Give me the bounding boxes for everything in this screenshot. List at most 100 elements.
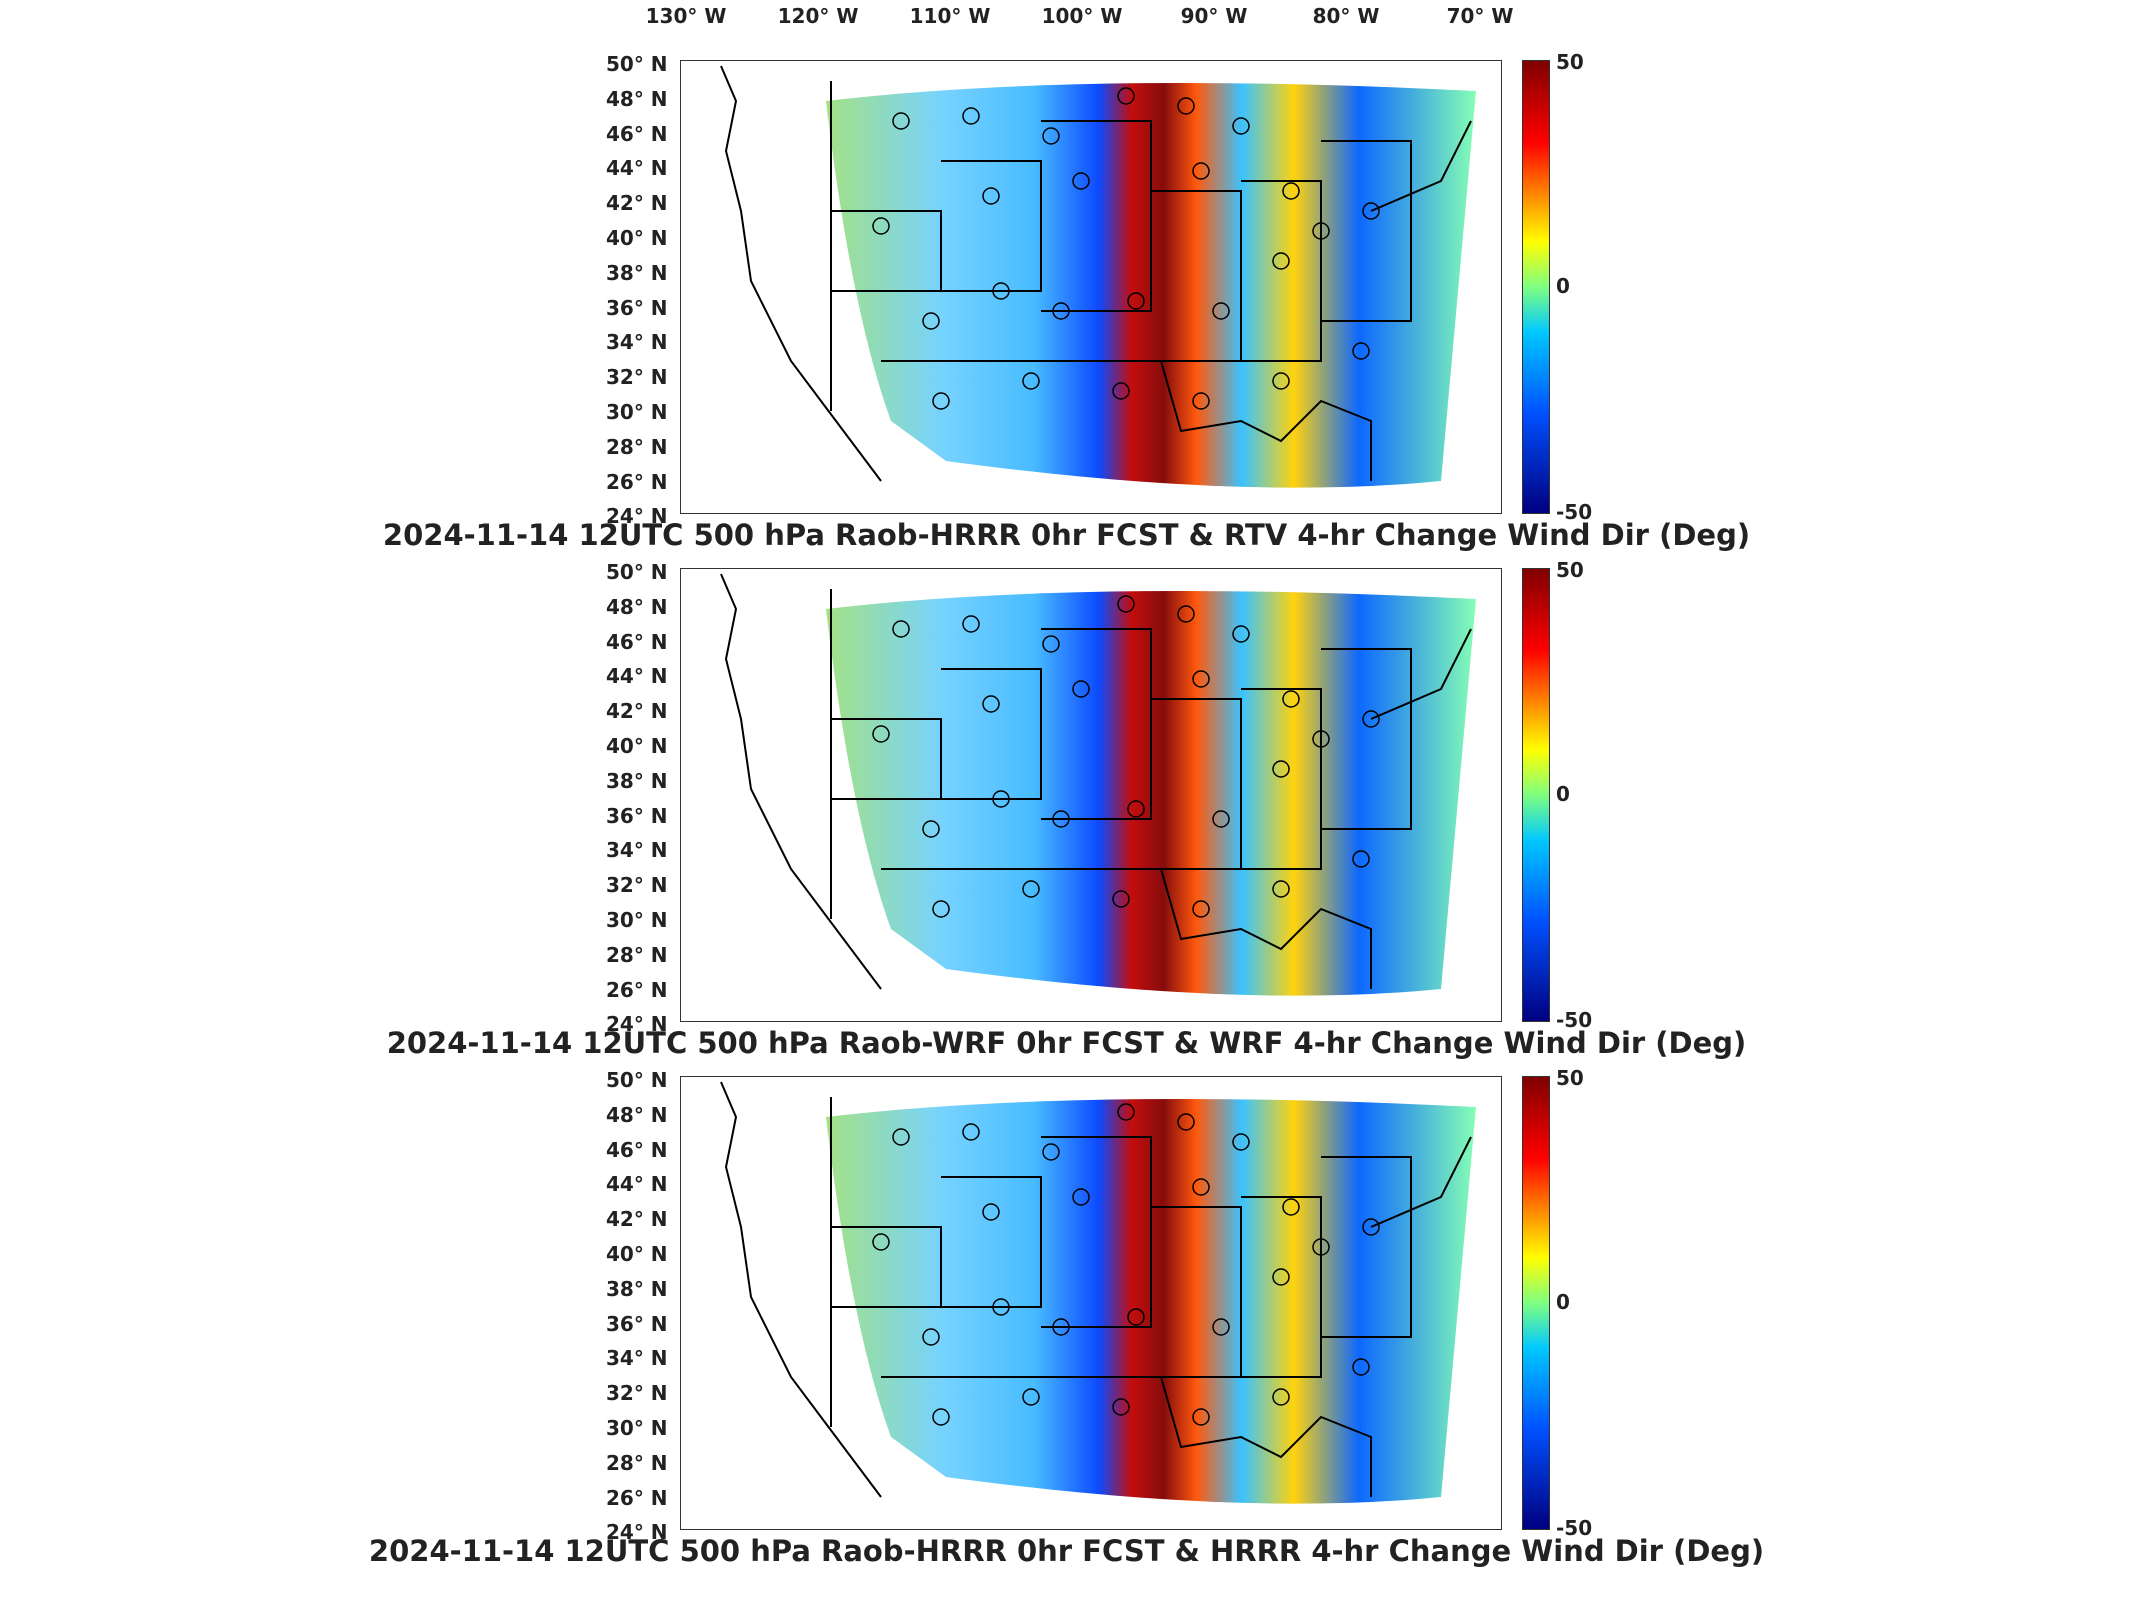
colorbar bbox=[1522, 60, 1550, 514]
raob-station-marker bbox=[892, 1128, 910, 1146]
raob-station-marker bbox=[1272, 1268, 1290, 1286]
lat-label: 50° N bbox=[606, 560, 668, 584]
raob-station-marker bbox=[1052, 1318, 1070, 1336]
raob-station-marker bbox=[962, 107, 980, 125]
raob-station-marker bbox=[1022, 880, 1040, 898]
raob-station-marker bbox=[1272, 760, 1290, 778]
raob-station-marker bbox=[1022, 372, 1040, 390]
raob-station-marker bbox=[1072, 1188, 1090, 1206]
lon-label: 130° W bbox=[645, 4, 727, 28]
lat-label: 28° N bbox=[606, 942, 668, 967]
raob-station-marker bbox=[1192, 162, 1210, 180]
raob-station-marker bbox=[982, 695, 1000, 713]
raob-station-marker bbox=[992, 282, 1010, 300]
raob-station-marker bbox=[1117, 87, 1135, 105]
lat-label: 44° N bbox=[606, 1172, 668, 1197]
raob-station-marker bbox=[1312, 1238, 1330, 1256]
raob-station-marker bbox=[1232, 117, 1250, 135]
lat-label: 38° N bbox=[606, 260, 668, 285]
lat-label: 24° N bbox=[606, 1012, 668, 1037]
raob-station-marker bbox=[1042, 127, 1060, 145]
lat-label: 32° N bbox=[606, 1381, 668, 1406]
raob-station-marker bbox=[1272, 372, 1290, 390]
raob-station-marker bbox=[932, 1408, 950, 1426]
lat-label: 46° N bbox=[606, 1137, 668, 1162]
raob-station-marker bbox=[1112, 382, 1130, 400]
raob-station-marker bbox=[922, 1328, 940, 1346]
raob-station-marker bbox=[962, 1123, 980, 1141]
raob-station-marker bbox=[1282, 182, 1300, 200]
colorbar-label-min: -50 bbox=[1556, 1008, 1593, 1032]
lat-label: 40° N bbox=[606, 1242, 668, 1266]
lat-label: 32° N bbox=[606, 873, 668, 898]
map-field bbox=[720, 573, 1476, 996]
lon-label: 80° W bbox=[1312, 4, 1380, 28]
raob-station-marker bbox=[1212, 1318, 1230, 1336]
boundary-line bbox=[1041, 120, 1152, 312]
map-panel: 50° N 48° N 46° N 44° N 42° N 40° N 38° N 36° N… bbox=[0, 50, 2133, 540]
colorbar-label-mid: 0 bbox=[1556, 782, 1570, 806]
lon-label: 120° W bbox=[777, 4, 859, 28]
boundary-line bbox=[831, 718, 942, 800]
raob-station-marker bbox=[1192, 1178, 1210, 1196]
raob-station-marker bbox=[1127, 800, 1145, 818]
boundary-line bbox=[1321, 1156, 1412, 1338]
lat-label: 24° N bbox=[606, 1520, 668, 1545]
raob-station-marker bbox=[1352, 342, 1370, 360]
raob-station-marker bbox=[982, 187, 1000, 205]
panel-title: 2024-11-14 12UTC 500 hPa Raob-HRRR 0hr F… bbox=[368, 1534, 1765, 1568]
boundary-line bbox=[831, 210, 942, 292]
lat-label: 30° N bbox=[606, 1416, 668, 1440]
raob-station-marker bbox=[1352, 1358, 1370, 1376]
raob-station-marker bbox=[992, 1298, 1010, 1316]
panel-title: 2024-11-14 12UTC 500 hPa Raob-WRF 0hr FC… bbox=[386, 1026, 1747, 1060]
raob-station-marker bbox=[872, 1233, 890, 1251]
lat-label: 38° N bbox=[606, 1276, 668, 1301]
raob-station-marker bbox=[1352, 850, 1370, 868]
raob-station-marker bbox=[1192, 1408, 1210, 1426]
boundary-line bbox=[1151, 190, 1242, 362]
raob-station-marker bbox=[1127, 1308, 1145, 1326]
boundary-line bbox=[1241, 180, 1322, 362]
lat-label: 42° N bbox=[606, 699, 668, 724]
colorbar-label-min: -50 bbox=[1556, 500, 1593, 524]
boundary-line bbox=[941, 1176, 1042, 1308]
lat-label: 46° N bbox=[606, 121, 668, 146]
map-frame bbox=[680, 60, 1502, 514]
lat-label: 28° N bbox=[606, 434, 668, 459]
boundary-line bbox=[1151, 1206, 1242, 1378]
boundary-line bbox=[941, 160, 1042, 292]
colorbar bbox=[1522, 568, 1550, 1022]
panel-title: 2024-11-14 12UTC 500 hPa Raob-HRRR 0hr F… bbox=[382, 518, 1751, 552]
raob-station-marker bbox=[1072, 680, 1090, 698]
boundary-line bbox=[881, 360, 1372, 481]
lat-label: 24° N bbox=[606, 504, 668, 529]
lat-label: 26° N bbox=[606, 1485, 668, 1510]
boundary-line bbox=[720, 1081, 882, 1498]
colorbar-label-mid: 0 bbox=[1556, 1290, 1570, 1314]
raob-station-marker bbox=[1362, 710, 1380, 728]
lat-label: 48° N bbox=[606, 1102, 668, 1127]
raob-station-marker bbox=[1272, 880, 1290, 898]
lon-label: 70° W bbox=[1446, 4, 1514, 28]
raob-station-marker bbox=[1212, 810, 1230, 828]
raob-station-marker bbox=[1312, 222, 1330, 240]
boundary-line bbox=[1370, 628, 1472, 720]
lat-label: 44° N bbox=[606, 156, 668, 181]
lat-label: 36° N bbox=[606, 803, 668, 828]
lat-label: 26° N bbox=[606, 469, 668, 494]
lon-label: 110° W bbox=[909, 4, 991, 28]
raob-station-marker bbox=[922, 312, 940, 330]
boundary-line bbox=[720, 65, 882, 482]
raob-station-marker bbox=[1232, 1133, 1250, 1151]
boundary-line bbox=[1321, 648, 1412, 830]
boundary-line bbox=[1370, 1136, 1472, 1228]
raob-station-marker bbox=[1177, 97, 1195, 115]
raob-station-marker bbox=[982, 1203, 1000, 1221]
raob-station-marker bbox=[992, 790, 1010, 808]
lat-label: 34° N bbox=[606, 838, 668, 863]
lon-label: 90° W bbox=[1180, 4, 1248, 28]
raob-station-marker bbox=[1117, 595, 1135, 613]
boundary-line bbox=[1041, 628, 1152, 820]
raob-station-marker bbox=[1272, 1388, 1290, 1406]
